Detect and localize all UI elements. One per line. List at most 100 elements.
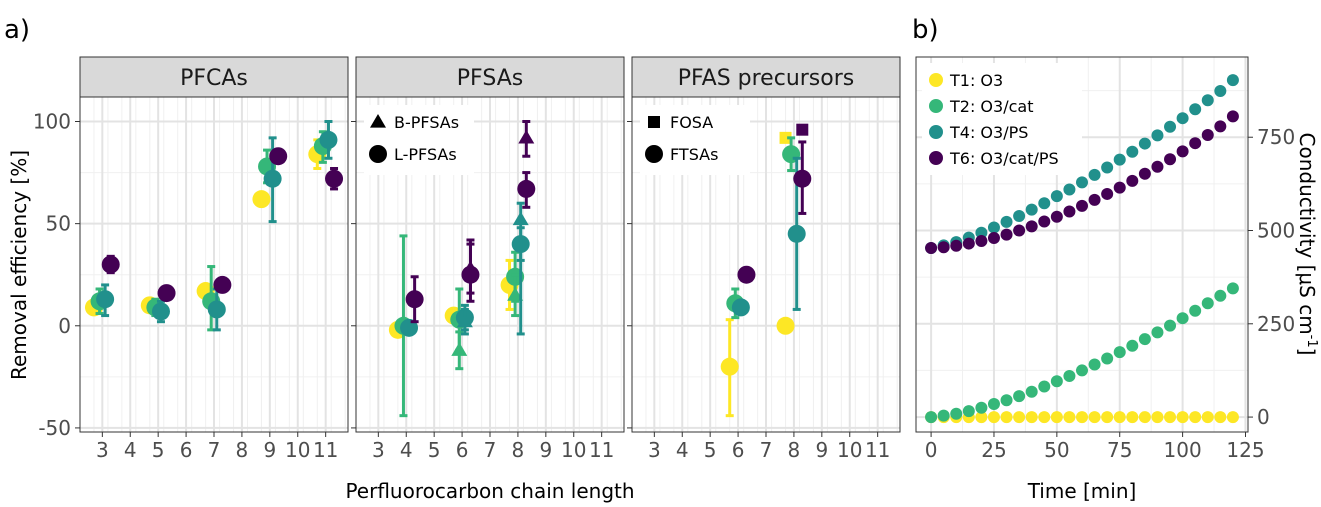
- data-point-t4-o3-ps: [1088, 168, 1101, 181]
- facet-legend-label: FTSAs: [670, 145, 718, 164]
- data-point-t6-o3-cat-ps: [1201, 128, 1214, 141]
- x-tick-label: 8: [788, 438, 801, 462]
- data-point-t2-o3-cat: [1189, 304, 1202, 317]
- data-point-t4-o3-ps: [1038, 197, 1051, 210]
- x-tick-label: 9: [815, 438, 828, 462]
- data-point-t6-o3-cat-ps-circle: [517, 179, 536, 198]
- data-point-t6-o3-cat-ps: [975, 234, 988, 247]
- data-point-t1-o3: [975, 411, 988, 424]
- x-tick-label: 10: [561, 438, 586, 462]
- x-tick-label: 25: [981, 438, 1006, 462]
- data-point-t2-o3-cat: [1126, 339, 1139, 352]
- x-tick-label: 50: [1044, 438, 1069, 462]
- y-tick-label: 0: [58, 314, 71, 338]
- x-axis-label: Time [min]: [1027, 479, 1137, 503]
- x-tick-label: 9: [539, 438, 552, 462]
- facet-legend: FOSA FTSAs: [640, 105, 750, 175]
- data-point-t2-o3-cat: [1000, 394, 1013, 407]
- x-tick-label: 10: [285, 438, 310, 462]
- data-point-t6-o3-cat-ps: [1025, 220, 1038, 233]
- data-point-t2-o3-cat: [975, 401, 988, 414]
- data-point-t4-o3-ps-circle: [151, 302, 170, 321]
- data-point-t6-o3-cat-ps: [950, 239, 963, 252]
- x-tick-label: 3: [96, 438, 109, 462]
- data-point-t6-o3-cat-ps: [1050, 210, 1063, 223]
- facet-strip-label: PFCAs: [180, 66, 248, 91]
- data-point-t4-o3-ps-circle: [731, 298, 750, 317]
- y-tick-label: 750: [1257, 125, 1295, 149]
- facet-strip-label: PFSAs: [457, 66, 523, 91]
- data-point-t6-o3-cat-ps: [1101, 187, 1114, 200]
- data-point-t2-o3-cat: [1151, 326, 1164, 339]
- series-points: [925, 74, 1239, 424]
- facet-pfas-precursors: PFAS precursors 3 4 5 6 7 8 9 10 11 FOSA FTSAs: [627, 56, 901, 462]
- facet-legend-label: L-PFSAs: [394, 145, 457, 164]
- y-axis-label: Conductivity [μS cm-1]: [1295, 133, 1319, 356]
- y-axis-label: Removal efficiency [%]: [7, 150, 31, 380]
- data-point-t4-o3-ps: [1101, 161, 1114, 174]
- x-tick-label: 7: [484, 438, 497, 462]
- data-point-t6-o3-cat-ps: [1138, 167, 1151, 180]
- data-point-t1-o3: [1038, 411, 1051, 424]
- data-point-t6-o3-cat-ps-circle: [157, 284, 176, 303]
- x-tick-label: 7: [760, 438, 773, 462]
- data-point-t2-o3-cat: [987, 398, 1000, 411]
- panel-label-b: b): [912, 15, 939, 45]
- data-point-t4-o3-ps: [1113, 153, 1126, 166]
- data-point-t1-o3: [1164, 411, 1177, 424]
- data-point-t1-o3-circle: [776, 316, 795, 335]
- data-point-t4-o3-ps-circle: [207, 300, 226, 319]
- x-tick-label: 3: [372, 438, 385, 462]
- data-point-t4-o3-ps: [1189, 103, 1202, 116]
- data-point-t2-o3-cat: [1138, 333, 1151, 346]
- data-point-t4-o3-ps: [1025, 203, 1038, 216]
- legend-label: T4: O3/PS: [949, 123, 1028, 142]
- x-tick-label: 8: [512, 438, 525, 462]
- data-point-t6-o3-cat-ps: [1013, 224, 1026, 237]
- x-tick-label: 5: [704, 438, 717, 462]
- data-point-t6-o3-cat-ps: [1113, 181, 1126, 194]
- data-point-t1-o3: [1088, 411, 1101, 424]
- facet-strip-label: PFAS precursors: [678, 66, 854, 91]
- data-point-t6-o3-cat-ps: [1126, 174, 1139, 187]
- data-point-t1-o3: [1025, 411, 1038, 424]
- data-point-t4-o3-ps-circle: [263, 169, 282, 188]
- x-tick-label: 11: [313, 438, 338, 462]
- data-point-t2-o3-cat: [962, 405, 975, 418]
- x-tick-label: 5: [428, 438, 441, 462]
- data-point-t6-o3-cat-ps-triangle: [462, 260, 479, 275]
- data-point-t4-o3-ps: [1164, 120, 1177, 133]
- legend-label: T1: O3: [949, 71, 1003, 90]
- facet-pfcas: PFCAs 3 4 5 6 7 8 9 10 11 -50 0 50 100: [33, 56, 349, 462]
- x-tick-label: 7: [208, 438, 221, 462]
- data-point-t4-o3-ps: [975, 226, 988, 239]
- data-point-t1-o3: [987, 411, 1000, 424]
- legend: T1: O3 T2: O3/cat T4: O3/PS T6: O3/cat/PS: [922, 63, 1082, 175]
- x-tick-label: 125: [1226, 438, 1264, 462]
- x-tick-label: 6: [180, 438, 193, 462]
- x-tick-label: 5: [152, 438, 165, 462]
- data-point-t4-o3-ps-circle: [319, 130, 338, 149]
- legend-box: [922, 63, 1082, 175]
- y-axis-label-end: ]: [1295, 348, 1319, 356]
- facet-legend-key-circle: [369, 145, 387, 163]
- data-point-t6-o3-cat-ps: [1176, 145, 1189, 158]
- data-point-t6-o3-cat-ps: [1214, 120, 1227, 133]
- data-point-t2-o3-cat: [1076, 364, 1088, 377]
- data-point-t6-o3-cat-ps-circle: [737, 265, 756, 284]
- y-tick-label: -50: [38, 416, 71, 440]
- data-point-t1-o3-square: [779, 131, 792, 144]
- legend-key-t2-o3-cat: [929, 99, 943, 113]
- data-point-t2-o3-cat: [1025, 385, 1038, 398]
- y-tick-label: 0: [1257, 405, 1270, 429]
- data-point-t6-o3-cat-ps-circle: [325, 169, 344, 188]
- data-point-t6-o3-cat-ps: [1088, 193, 1101, 206]
- panel-border: [915, 56, 1249, 433]
- legend-label: T6: O3/cat/PS: [949, 149, 1059, 168]
- data-point-t2-o3-cat: [1088, 358, 1101, 371]
- facet-strip: [355, 56, 625, 98]
- x-tick-label: 10: [837, 438, 862, 462]
- data-point-t2-o3-cat: [1038, 380, 1051, 393]
- y-axis-label-superscript: -1: [1304, 335, 1319, 348]
